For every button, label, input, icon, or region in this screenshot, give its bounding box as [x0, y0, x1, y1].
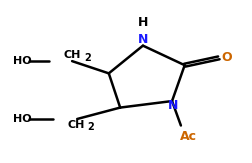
Text: HO: HO: [13, 56, 32, 66]
Text: CH: CH: [67, 120, 84, 130]
Text: HO: HO: [13, 114, 32, 124]
Text: Ac: Ac: [179, 130, 196, 143]
Text: H: H: [137, 15, 148, 29]
Text: N: N: [137, 33, 148, 46]
Text: 2: 2: [84, 53, 90, 63]
Text: O: O: [220, 51, 231, 64]
Text: CH: CH: [63, 50, 80, 60]
Text: 2: 2: [87, 122, 94, 132]
Text: N: N: [167, 99, 178, 112]
